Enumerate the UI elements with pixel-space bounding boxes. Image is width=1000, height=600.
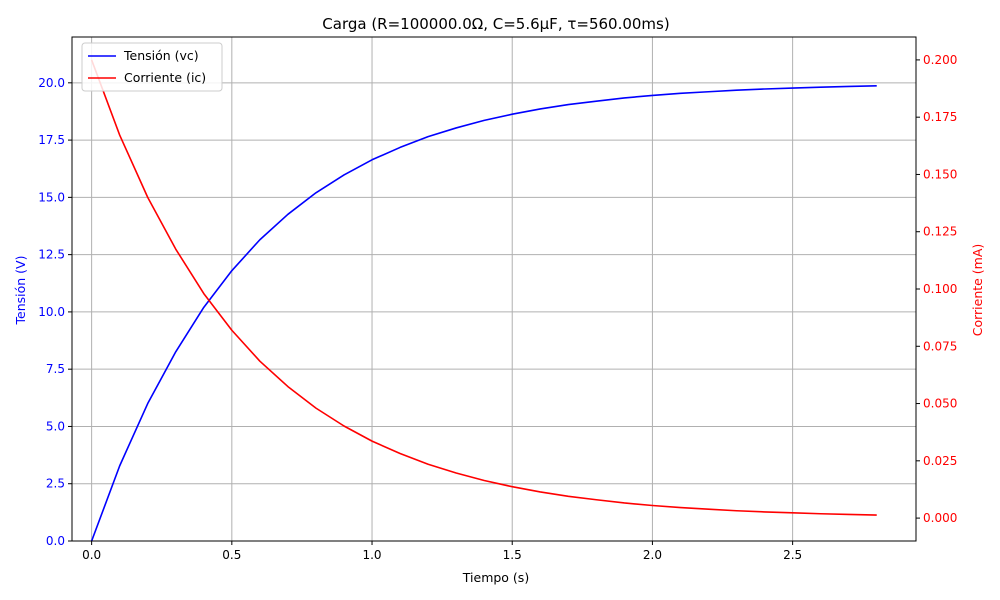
x-tick-label: 2.5: [783, 548, 802, 562]
y-left-tick-label: 7.5: [46, 362, 65, 376]
y-left-tick-label: 0.0: [46, 534, 65, 548]
x-tick-label: 1.5: [503, 548, 522, 562]
y-left-tick-label: 15.0: [38, 190, 65, 204]
y-left-tick-label: 10.0: [38, 305, 65, 319]
x-tick-label: 0.0: [82, 548, 101, 562]
series-line-corriente: [90, 59, 877, 516]
y-right-tick-label: 0.175: [923, 110, 957, 124]
y-left-tick-label: 17.5: [38, 133, 65, 147]
series-line-tension: [90, 85, 877, 542]
y-right-tick-label: 0.050: [923, 397, 957, 411]
x-tick-label: 1.0: [362, 548, 381, 562]
legend: Tensión (vc) Corriente (ic): [81, 42, 223, 92]
y-left-tick-label: 2.5: [46, 477, 65, 491]
y-right-tick-label: 0.125: [923, 225, 957, 239]
y-right-tick-label: 0.200: [923, 53, 957, 67]
y-right-axis-ticks: 0.000 0.025 0.050 0.075 0.100 0.125 0.150 0.175…: [916, 53, 957, 525]
x-axis-label: Tiempo (s): [462, 570, 529, 585]
y-left-tick-label: 5.0: [46, 419, 65, 433]
chart-title: Carga (R=100000.0Ω, C=5.6µF, τ=560.00ms): [322, 15, 669, 33]
y-right-tick-label: 0.075: [923, 339, 957, 353]
legend-box: [81, 42, 223, 92]
y-right-axis-label: Corriente (mA): [970, 244, 985, 337]
x-tick-label: 0.5: [222, 548, 241, 562]
y-right-tick-label: 0.000: [923, 511, 957, 525]
y-right-tick-label: 0.150: [923, 167, 957, 181]
y-left-axis-label: Tensión (V): [13, 256, 28, 326]
grid: [72, 37, 916, 542]
x-axis-ticks: 0.0 0.5 1.0 1.5 2.0 2.5: [82, 541, 802, 562]
y-left-tick-label: 20.0: [38, 76, 65, 90]
legend-label-corriente: Corriente (ic): [124, 70, 206, 85]
y-left-axis-ticks: 0.0 2.5 5.0 7.5 10.0 12.5 15.0 17.5 20.0: [38, 76, 72, 548]
plot-lines: [90, 59, 877, 542]
y-right-tick-label: 0.025: [923, 454, 957, 468]
legend-label-tension: Tensión (vc): [123, 48, 199, 63]
y-right-tick-label: 0.100: [923, 282, 957, 296]
y-left-tick-label: 12.5: [38, 248, 65, 262]
x-tick-label: 2.0: [643, 548, 662, 562]
